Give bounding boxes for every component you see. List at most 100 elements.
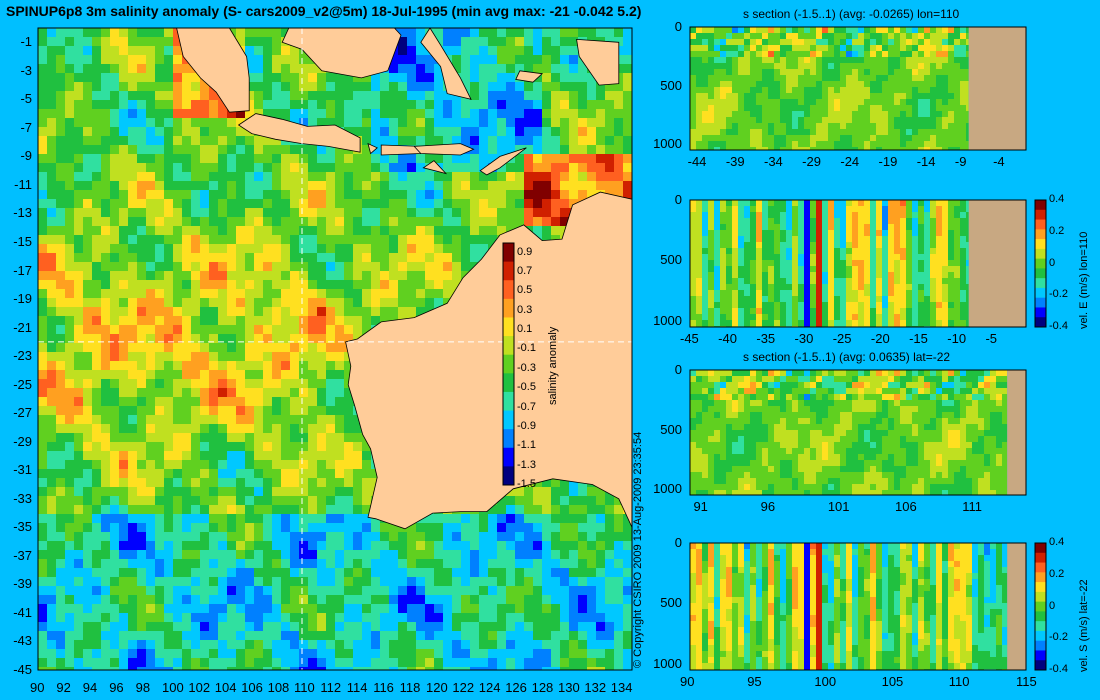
section-y-tick-label: 0 — [674, 362, 682, 377]
section-y-tick-label: 1000 — [653, 312, 682, 328]
map-y-tick-label: -33 — [13, 490, 32, 506]
land-island — [576, 38, 620, 86]
map-x-tick-label: 104 — [214, 680, 237, 695]
section-x-tick-label: -20 — [870, 331, 890, 346]
section-x-tick-label: -10 — [947, 331, 967, 346]
map-x-tick-label: 122 — [452, 680, 475, 695]
chart-title: SPINUP6p8 3m salinity anomaly (S- cars20… — [6, 3, 642, 19]
map-y-tick-label: -37 — [13, 547, 32, 563]
map-x-tick-label: 98 — [135, 680, 151, 695]
map-x-tick-label: 106 — [241, 680, 263, 695]
map-colorbar-tick-label: 0.5 — [517, 284, 533, 297]
map-y-tick-label: -15 — [13, 234, 32, 249]
map-colorbar-tick-label: 0.9 — [517, 245, 533, 258]
section-colorbar-label: vel. S (m/s) lat=-22 — [1078, 579, 1090, 672]
land-island — [413, 143, 475, 156]
section-x-tick-label: -19 — [878, 154, 898, 169]
section-x-tick-label: 106 — [895, 499, 917, 514]
section-title: s section (-1.5..1) (avg: -0.0265) lon=1… — [743, 7, 960, 21]
section-colorbar-label: vel. E (m/s) lon=110 — [1078, 231, 1090, 329]
map-y-tick-label: -39 — [13, 576, 32, 592]
land-island — [420, 27, 472, 100]
map-y-tick-label: -35 — [13, 519, 32, 535]
land-island — [367, 142, 378, 155]
section-colorbar-tick-label: 0.4 — [1049, 536, 1065, 548]
section-colorbar-tick-label: 0.4 — [1049, 193, 1065, 205]
map-x-tick-label: 110 — [294, 680, 315, 695]
section-y-tick-label: 500 — [660, 252, 682, 268]
map-x-tick-label: 124 — [478, 680, 501, 695]
section-x-tick-label: -24 — [840, 154, 860, 169]
map-y-tick-label: -23 — [13, 348, 32, 364]
section-land — [968, 27, 1026, 150]
section-land — [1007, 543, 1026, 670]
section-panel-s-section-lon110 — [689, 26, 1027, 151]
map-colorbar-tick-label: 0.3 — [517, 303, 533, 316]
section-colorbar-tick-label: -0.2 — [1049, 631, 1068, 644]
map-y-tick-label: -9 — [20, 148, 32, 164]
map-y-tick-label: -17 — [13, 262, 32, 278]
map-y-tick-label: -45 — [13, 662, 32, 677]
section-y-tick-label: 500 — [660, 77, 682, 93]
map-y-tick-label: -29 — [13, 433, 32, 449]
section-y-tick-label: 0 — [674, 535, 682, 550]
map-x-tick-label: 96 — [109, 680, 124, 695]
section-x-tick-label: -29 — [802, 154, 821, 169]
section-colorbar-tick-label: 0 — [1049, 599, 1056, 612]
map-y-tick-label: -7 — [20, 119, 32, 135]
map-x-tick-label: 118 — [399, 680, 421, 695]
land-island — [479, 147, 527, 176]
section-x-tick-label: 96 — [760, 499, 776, 514]
section-x-tick-label: -5 — [985, 331, 998, 346]
section-colorbar-tick-label: -0.4 — [1049, 320, 1068, 332]
section-x-tick-label: -14 — [916, 154, 936, 169]
section-x-tick-label: 95 — [747, 674, 762, 689]
section-y-tick-label: 0 — [674, 192, 682, 207]
map-colorbar-tick-label: -0.7 — [517, 400, 536, 413]
map-colorbar-tick-label: -1.1 — [517, 439, 536, 452]
section-x-tick-label: 91 — [693, 499, 708, 514]
map-colorbar-tick-label: -0.9 — [517, 419, 536, 432]
section-y-tick-label: 1000 — [653, 481, 682, 497]
map-x-tick-label: 112 — [320, 680, 342, 695]
section-land — [1007, 370, 1026, 495]
map-y-tick-label: -19 — [13, 291, 32, 307]
section-panel-vel-s-section-lat-22 — [689, 542, 1027, 671]
map-x-tick-label: 132 — [584, 680, 607, 695]
map-x-tick-label: 130 — [558, 680, 580, 695]
map-x-tick-label: 128 — [531, 680, 554, 695]
land-island — [422, 160, 448, 175]
section-colorbar-tick-label: 0.2 — [1049, 224, 1065, 237]
map-y-tick-label: -31 — [13, 462, 32, 478]
map-y-tick-label: -41 — [13, 604, 32, 620]
land-island — [176, 27, 250, 113]
map-colorbar-tick-label: -0.3 — [517, 361, 536, 374]
section-x-tick-label: -4 — [993, 154, 1005, 169]
section-colorbar-tick-label: -0.2 — [1049, 288, 1068, 301]
section-x-tick-label: -25 — [832, 331, 852, 346]
section-x-tick-label: -45 — [680, 331, 699, 346]
map-colorbar-tick-label: -1.3 — [517, 458, 536, 471]
section-y-tick-label: 0 — [674, 19, 682, 34]
map-colorbar-tick-label: 0.1 — [517, 323, 533, 336]
land-australia — [345, 191, 633, 530]
map-x-tick-label: 134 — [610, 680, 633, 695]
map-x-tick-label: 108 — [267, 680, 290, 695]
map-x-tick-label: 92 — [56, 680, 71, 695]
map-colorbar-tick-label: 0.7 — [517, 265, 533, 278]
map-y-tick-label: -1 — [20, 34, 32, 50]
map-x-tick-label: 100 — [162, 680, 184, 695]
section-x-tick-label: -34 — [764, 154, 783, 169]
map-colorbar — [502, 242, 515, 486]
map-x-tick-label: 102 — [188, 680, 211, 695]
map-colorbar-label: salinity anomaly — [547, 326, 559, 405]
section-x-tick-label: 101 — [827, 499, 850, 514]
section-panel-s-section-lat-22 — [689, 369, 1027, 496]
section-x-tick-label: 90 — [680, 674, 695, 689]
map-y-tick-label: -27 — [13, 405, 32, 421]
section-y-tick-label: 1000 — [653, 136, 682, 152]
section-land — [968, 200, 1026, 327]
section-x-tick-label: -44 — [687, 154, 707, 169]
